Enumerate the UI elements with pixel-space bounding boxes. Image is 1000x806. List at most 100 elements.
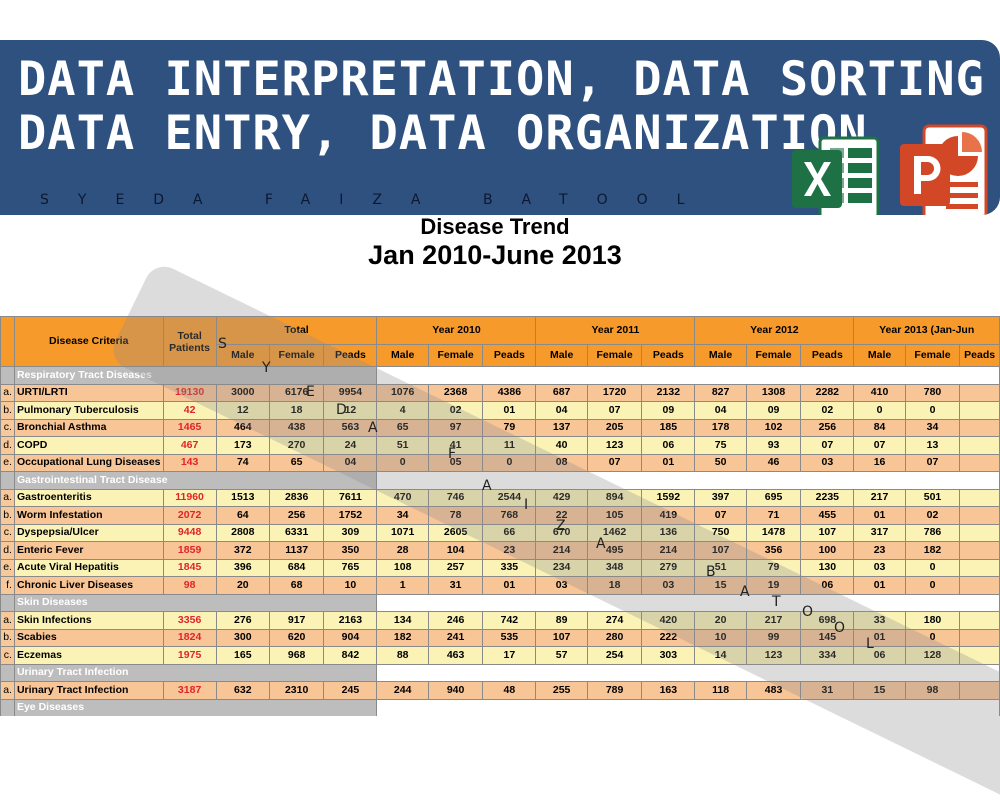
banner-title-line1: DATA INTERPRETATION, DATA SORTING [18, 52, 985, 107]
value-cell: 397 [694, 488, 747, 507]
total-patients-cell: 3356 [162, 611, 217, 630]
value-cell: 904 [323, 628, 378, 647]
header-letter-blank [0, 316, 15, 367]
category-row: Respiratory Tract Diseases [0, 366, 1000, 385]
value-cell: 1478 [745, 523, 802, 542]
value-cell: 108 [376, 558, 429, 577]
value-cell: 1592 [641, 488, 696, 507]
value-cell: 1462 [586, 523, 643, 542]
value-cell: 632 [215, 681, 270, 700]
subheader-y2013-peads: Peads [959, 344, 1000, 367]
value-cell: 396 [215, 558, 270, 577]
total-patients-cell: 1845 [162, 558, 217, 577]
value-cell: 276 [215, 611, 270, 630]
value-cell: 0 [904, 401, 961, 420]
value-cell: 7611 [323, 488, 378, 507]
value-cell: 350 [323, 541, 378, 560]
value-cell: 14 [694, 646, 747, 665]
value-cell: 695 [745, 488, 802, 507]
subheader-total-female: Female [268, 344, 325, 367]
value-cell: 842 [323, 646, 378, 665]
value-cell: 6176 [268, 383, 325, 402]
value-cell: 89 [535, 611, 588, 630]
value-cell [959, 628, 1000, 647]
value-cell: 0 [904, 628, 961, 647]
total-patients-cell: 42 [162, 401, 217, 420]
total-patients-cell: 98 [162, 576, 217, 595]
subheader-y2012-male: Male [694, 344, 747, 367]
value-cell: 07 [800, 436, 855, 455]
category-blank [376, 593, 1000, 612]
value-cell: 107 [800, 523, 855, 542]
value-cell: 455 [800, 506, 855, 525]
value-cell: 1720 [586, 383, 643, 402]
total-patients-cell: 1824 [162, 628, 217, 647]
value-cell: 501 [904, 488, 961, 507]
watermark-letter: O [802, 604, 814, 620]
value-cell [959, 453, 1000, 472]
subheader-y2010-male: Male [376, 344, 429, 367]
category-label: Urinary Tract Infection [13, 663, 378, 682]
category-blank [376, 663, 1000, 682]
header-banner: DATA INTERPRETATION, DATA SORTING DATA E… [0, 40, 1000, 215]
value-cell: 438 [268, 418, 325, 437]
value-cell: 217 [853, 488, 906, 507]
value-cell: 2282 [800, 383, 855, 402]
value-cell: 34 [376, 506, 429, 525]
value-cell [959, 523, 1000, 542]
table-row: b. Scabies 1824 300 620 904 182 241 535 107 280 222… [0, 628, 1000, 647]
value-cell: 968 [268, 646, 325, 665]
value-cell: 15 [694, 576, 747, 595]
subheader-y2012-peads: Peads [800, 344, 855, 367]
total-patients-cell: 11960 [162, 488, 217, 507]
value-cell: 28 [376, 541, 429, 560]
disease-name: Urinary Tract Infection [13, 681, 164, 700]
value-cell: 217 [745, 611, 802, 630]
value-cell [959, 401, 1000, 420]
table-row: c. Dyspepsia/Ulcer 9448 2808 6331 309 1071 2605… [0, 523, 1000, 542]
subheader-y2013-male: Male [853, 344, 906, 367]
value-cell: 10 [323, 576, 378, 595]
value-cell: 118 [694, 681, 747, 700]
value-cell: 1076 [376, 383, 429, 402]
total-patients-cell: 1465 [162, 418, 217, 437]
table-row: d. COPD 467 173 270 24 51 41 11 40 123 06 75 93 07 07 13 [0, 436, 1000, 455]
value-cell: 123 [586, 436, 643, 455]
value-cell: 185 [641, 418, 696, 437]
table-row: c. Bronchial Asthma 1465 464 438 563 65 97 79 137… [0, 418, 1000, 437]
table-row: d. Enteric Fever 1859 372 1137 350 28 104 23 214 4… [0, 541, 1000, 560]
disease-name: Eczemas [13, 646, 164, 665]
table-row: c. Eczemas 1975 165 968 842 88 463 17 57 254 303 14 1… [0, 646, 1000, 665]
category-blank [376, 698, 1000, 716]
value-cell: 2605 [427, 523, 484, 542]
value-cell: 97 [427, 418, 484, 437]
value-cell: 317 [853, 523, 906, 542]
value-cell: 535 [482, 628, 537, 647]
row-letter: b. [0, 628, 15, 647]
row-letter: b. [0, 401, 15, 420]
value-cell [959, 558, 1000, 577]
value-cell [959, 436, 1000, 455]
category-row: Skin Diseases [0, 593, 1000, 612]
value-cell: 18 [586, 576, 643, 595]
value-cell: 22 [535, 506, 588, 525]
value-cell: 93 [745, 436, 802, 455]
value-cell: 163 [641, 681, 696, 700]
value-cell: 01 [641, 453, 696, 472]
value-cell: 40 [535, 436, 588, 455]
subheader-y2011-female: Female [586, 344, 643, 367]
value-cell: 107 [694, 541, 747, 560]
value-cell: 1 [376, 576, 429, 595]
value-cell: 41 [427, 436, 484, 455]
value-cell: 31 [427, 576, 484, 595]
document-subtitle: Jan 2010-June 2013 [368, 240, 622, 270]
value-cell: 50 [694, 453, 747, 472]
value-cell: 300 [215, 628, 270, 647]
value-cell: 257 [427, 558, 484, 577]
category-row: Urinary Tract Infection [0, 663, 1000, 682]
value-cell: 780 [904, 383, 961, 402]
value-cell: 107 [535, 628, 588, 647]
value-cell: 17 [482, 646, 537, 665]
total-patients-cell: 2072 [162, 506, 217, 525]
table-row: a. Skin Infections 3356 276 917 2163 134 246 742… [0, 611, 1000, 630]
